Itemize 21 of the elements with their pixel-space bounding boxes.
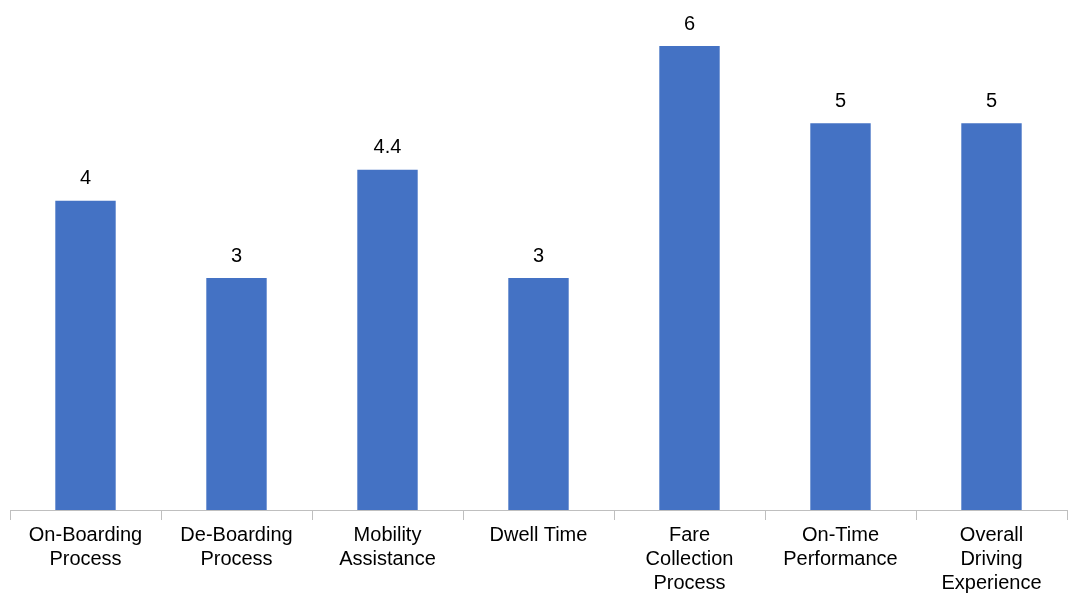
x-tick-label: On-Boarding Process xyxy=(28,522,143,569)
data-label: 4 xyxy=(79,166,92,189)
data-label: 5 xyxy=(985,88,998,111)
bar xyxy=(810,123,871,510)
x-tick-label: Mobility Assistance xyxy=(339,522,436,569)
data-label: 6 xyxy=(683,11,696,34)
data-label: 4.4 xyxy=(373,135,402,158)
bar xyxy=(961,123,1022,510)
bar xyxy=(357,169,418,510)
data-label: 3 xyxy=(230,243,243,266)
x-tick-label: Fare Collection Process xyxy=(645,522,734,593)
x-tick-label: De-Boarding Process xyxy=(180,522,293,569)
bar xyxy=(55,200,116,510)
bar xyxy=(508,278,569,510)
data-label: 5 xyxy=(834,88,847,111)
bar xyxy=(206,278,267,510)
bar xyxy=(659,46,720,510)
x-tick-label: On-Time Performance xyxy=(783,522,898,569)
x-tick-label: Dwell Time xyxy=(489,522,588,545)
x-tick-label: Overall Driving Experience xyxy=(941,522,1042,593)
data-label: 3 xyxy=(532,243,545,266)
